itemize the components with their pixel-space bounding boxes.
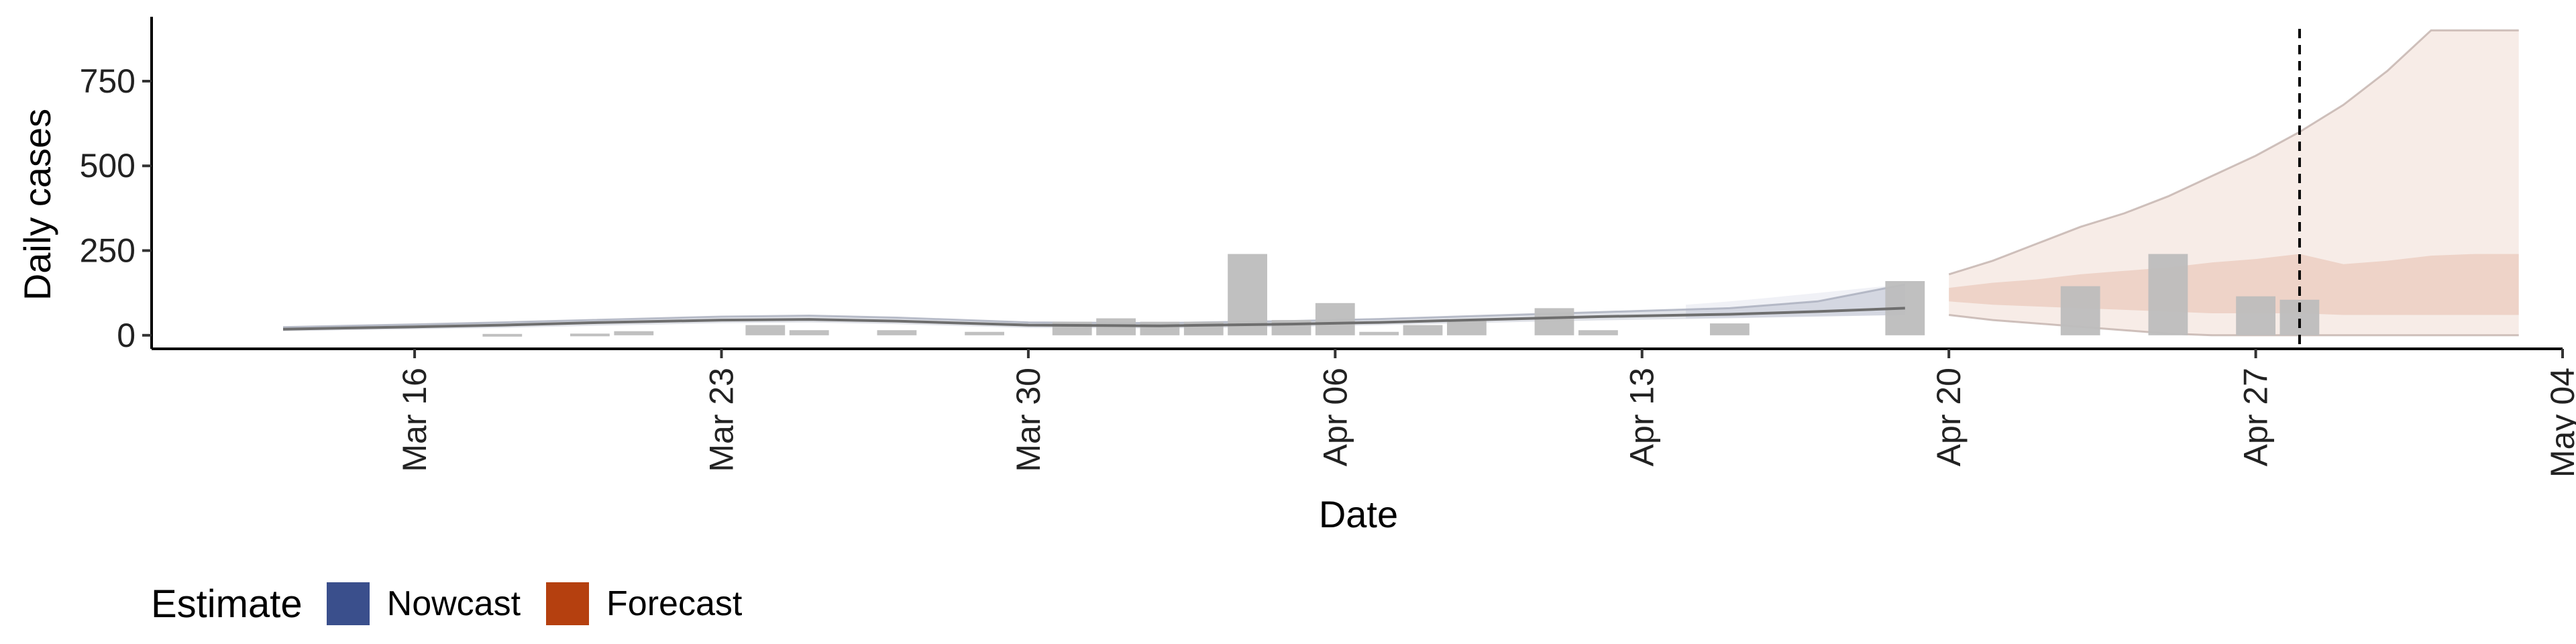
legend-swatch-nowcast [326,582,370,625]
estimate-median-line [282,307,1905,331]
legend-item-forecast: Forecast [546,582,742,625]
forecast-lower-edge [1949,314,2519,337]
median-line-layer [282,307,1905,331]
bar [1359,331,1399,335]
bar [1447,320,1487,335]
forecast-upper-edge [1948,29,2519,276]
x-axis-title: Date [1319,493,1398,535]
y-tick-label: 0 [117,317,136,354]
bar [1578,330,1618,335]
bar [482,333,523,337]
legend: Estimate Nowcast Forecast [151,574,767,634]
legend-item-nowcast: Nowcast [326,582,521,625]
y-tick-label: 750 [80,62,136,100]
bar [1710,323,1750,335]
legend-title: Estimate [151,582,303,626]
legend-label-forecast: Forecast [606,584,743,623]
bar [1403,325,1443,335]
y-tick-label: 500 [80,147,136,184]
forecast-outer-band [1949,30,2519,335]
legend-swatch-forecast [546,582,590,625]
legend-label-nowcast: Nowcast [386,584,521,623]
estimate-band-upper-edge [282,283,1906,329]
x-tick-label: Mar 30 [1010,368,1047,472]
x-tick-label: Mar 23 [702,368,740,472]
x-tick-label: Apr 27 [2237,368,2275,466]
bar [1052,321,1092,335]
bar [2060,286,2100,335]
y-axis-title: Daily cases [16,109,58,301]
bar [1315,303,1355,335]
bar [1271,320,1311,335]
forecast-layer [1948,29,2519,337]
bar [1228,254,1267,335]
bar [789,330,829,335]
bar [570,333,610,337]
x-tick-label: Apr 20 [1930,368,1968,466]
bar [877,330,917,335]
bar [1140,321,1180,335]
x-tick-label: Apr 06 [1316,368,1354,466]
bar [1534,308,1574,335]
axes-layer: 0 250 500 750 Mar 16 Mar 23 Mar 30 Apr 06 Apr 13… [80,17,2576,478]
bar [614,331,654,335]
x-tick-label: May 04 [2544,368,2576,478]
bar [745,325,786,335]
bar [2236,296,2275,335]
bar [2148,254,2188,335]
x-tick-label: Apr 13 [1623,368,1661,466]
bar [965,331,1004,335]
x-tick-label: Mar 16 [396,368,433,472]
y-tick-label: 250 [80,232,136,270]
